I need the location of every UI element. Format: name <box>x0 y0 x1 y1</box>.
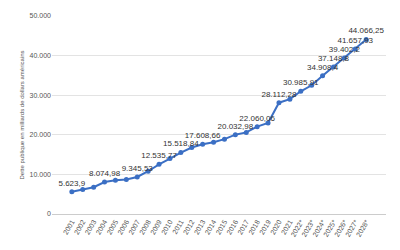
svg-text:2022*: 2022* <box>289 218 304 238</box>
svg-text:2017: 2017 <box>236 219 250 236</box>
svg-text:8.074,98: 8.074,98 <box>89 169 121 178</box>
svg-text:2002: 2002 <box>73 219 87 236</box>
svg-text:0: 0 <box>47 210 51 217</box>
svg-text:20.000: 20.000 <box>30 131 52 138</box>
svg-text:37.148,8: 37.148,8 <box>318 54 350 63</box>
svg-text:9.345,53: 9.345,53 <box>122 164 154 173</box>
svg-text:30.000: 30.000 <box>30 92 52 99</box>
svg-text:22.060,06: 22.060,06 <box>239 114 275 123</box>
svg-text:10.000: 10.000 <box>30 171 52 178</box>
svg-text:2021: 2021 <box>280 219 294 236</box>
svg-text:15.518,84: 15.518,84 <box>163 139 199 148</box>
svg-text:40.000: 40.000 <box>30 52 52 59</box>
svg-text:2007: 2007 <box>127 219 141 236</box>
svg-text:2011: 2011 <box>171 219 185 236</box>
svg-text:17.608,66: 17.608,66 <box>185 131 221 140</box>
svg-text:28.112,28: 28.112,28 <box>261 90 297 99</box>
svg-text:44.066,25: 44.066,25 <box>348 26 384 35</box>
svg-text:2015: 2015 <box>214 219 228 236</box>
svg-text:2024*: 2024* <box>311 218 326 238</box>
svg-text:2009: 2009 <box>149 219 163 236</box>
svg-text:34.908,4: 34.908,4 <box>307 63 339 72</box>
svg-text:2018: 2018 <box>247 219 261 236</box>
svg-text:39.402,2: 39.402,2 <box>329 45 361 54</box>
svg-text:2004: 2004 <box>95 219 109 236</box>
svg-text:50.000: 50.000 <box>30 12 52 19</box>
svg-text:30.985,91: 30.985,91 <box>283 78 319 87</box>
svg-text:2027*: 2027* <box>344 218 359 238</box>
svg-text:2020: 2020 <box>269 219 283 236</box>
svg-text:2025*: 2025* <box>322 218 337 238</box>
svg-text:2028*: 2028* <box>355 218 370 238</box>
svg-text:2005: 2005 <box>105 219 119 236</box>
svg-text:2001: 2001 <box>62 219 76 236</box>
svg-text:41.657,93: 41.657,93 <box>337 36 373 45</box>
svg-text:2012: 2012 <box>182 219 196 236</box>
svg-text:2010: 2010 <box>160 219 174 236</box>
svg-text:Dette publique en milliards de: Dette publique en milliards de dollars a… <box>19 50 25 179</box>
svg-text:2003: 2003 <box>84 219 98 236</box>
svg-text:2006: 2006 <box>116 219 130 236</box>
svg-text:2023*: 2023* <box>300 218 315 238</box>
svg-text:20.032,98: 20.032,98 <box>218 122 254 131</box>
svg-text:2016: 2016 <box>225 219 239 236</box>
svg-text:2019: 2019 <box>258 219 272 236</box>
svg-text:2026*: 2026* <box>333 218 348 238</box>
svg-text:2008: 2008 <box>138 219 152 236</box>
svg-text:2013: 2013 <box>193 219 207 236</box>
svg-text:2014: 2014 <box>204 219 218 236</box>
svg-text:12.535,77: 12.535,77 <box>141 151 177 160</box>
svg-text:5.623,9: 5.623,9 <box>58 179 85 188</box>
